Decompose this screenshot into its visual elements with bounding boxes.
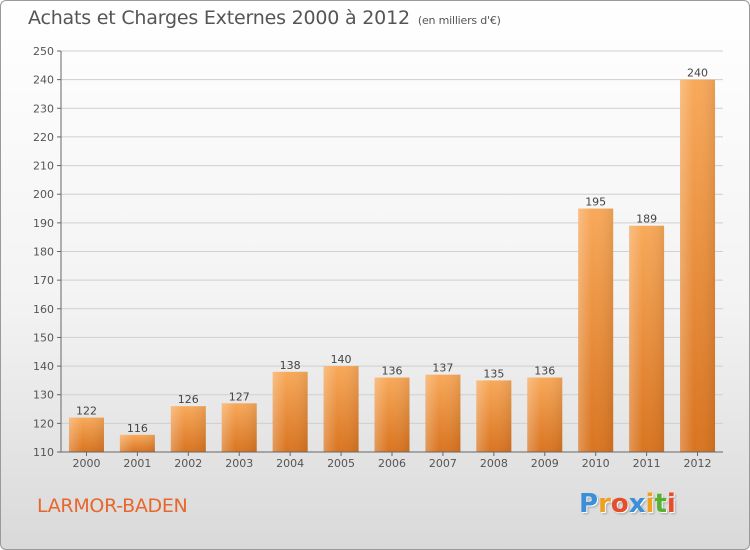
y-tick-label: 210 <box>33 160 54 173</box>
y-tick-label: 200 <box>33 188 54 201</box>
data-label-2004: 138 <box>280 359 301 372</box>
y-tick-label: 150 <box>33 331 54 344</box>
bar-shine-2004 <box>272 371 308 452</box>
y-tick-label: 220 <box>33 131 54 144</box>
x-tick-label: 2000 <box>72 457 100 470</box>
x-tick-label: 2012 <box>684 457 712 470</box>
chart-title: Achats et Charges Externes 2000 à 2012 (e… <box>28 7 501 29</box>
x-tick-label: 2002 <box>174 457 202 470</box>
logo-letter: o <box>610 489 629 519</box>
data-labels: 122 116 126 127 138 140 136 137 135 136 195 189 240 <box>76 67 708 435</box>
bars <box>68 79 716 453</box>
commune-name: LARMOR-BADEN <box>37 495 188 517</box>
data-label-2002: 126 <box>178 393 199 406</box>
y-tick-label: 140 <box>33 360 54 373</box>
axes: 110 120 130 140 150 160 170 180 190 200 210 220 230 2… <box>33 45 723 470</box>
chart-unit: (en milliers d'€) <box>417 14 501 27</box>
bar-shine-2006 <box>374 377 410 452</box>
y-tick-label: 230 <box>33 102 54 115</box>
x-tick-label: 2003 <box>225 457 253 470</box>
y-tick-label: 120 <box>33 417 54 430</box>
bar-shine-2007 <box>425 374 461 452</box>
x-tick-label: 2001 <box>123 457 151 470</box>
y-tick-label: 130 <box>33 389 54 402</box>
y-tick-label: 160 <box>33 303 54 316</box>
bar-shine-2002 <box>170 406 206 452</box>
bar-shine-2000 <box>68 417 104 452</box>
x-tick-label: 2010 <box>582 457 610 470</box>
x-tick-label: 2005 <box>327 457 355 470</box>
logo-letter: x <box>628 489 646 519</box>
bar-shine-2005 <box>323 366 359 452</box>
bar-shine-2008 <box>476 380 512 452</box>
x-tick-label: 2007 <box>429 457 457 470</box>
bar-shine-2012 <box>680 79 716 453</box>
y-tick-label: 110 <box>33 446 54 459</box>
bar-shine-2001 <box>119 434 155 452</box>
logo-letter: r <box>598 489 611 519</box>
data-label-2006: 136 <box>382 365 403 378</box>
bar-shine-2011 <box>629 225 665 452</box>
data-label-2009: 136 <box>534 365 555 378</box>
logo-letter: i <box>666 489 676 519</box>
chart-title-text: Achats et Charges Externes 2000 à 2012 <box>28 7 410 29</box>
bar-shine-2009 <box>527 377 563 452</box>
data-label-2005: 140 <box>331 353 352 366</box>
data-label-2003: 127 <box>229 390 250 403</box>
y-tick-label: 180 <box>33 246 54 259</box>
logo-letter: t <box>654 489 667 519</box>
x-tick-label: 2008 <box>480 457 508 470</box>
x-tick-label: 2009 <box>531 457 559 470</box>
bar-shine-2003 <box>221 403 257 452</box>
y-tick-label: 190 <box>33 217 54 230</box>
logo-letter: i <box>645 489 655 519</box>
x-tick-label: 2011 <box>633 457 661 470</box>
logo-letter: P <box>579 489 599 519</box>
proxiti-logo: Proxiti <box>579 489 676 519</box>
y-tick-label: 250 <box>33 45 54 58</box>
data-label-2012: 240 <box>687 67 708 80</box>
data-label-2001: 116 <box>127 422 148 435</box>
data-label-2011: 189 <box>636 213 657 226</box>
data-label-2010: 195 <box>585 196 606 209</box>
x-tick-label: 2004 <box>276 457 304 470</box>
data-label-2007: 137 <box>432 362 453 375</box>
data-label-2000: 122 <box>76 405 97 418</box>
bar-shine-2010 <box>578 208 614 452</box>
data-label-2008: 135 <box>483 367 504 380</box>
y-tick-label: 240 <box>33 74 54 87</box>
y-tick-label: 170 <box>33 274 54 287</box>
x-tick-label: 2006 <box>378 457 406 470</box>
